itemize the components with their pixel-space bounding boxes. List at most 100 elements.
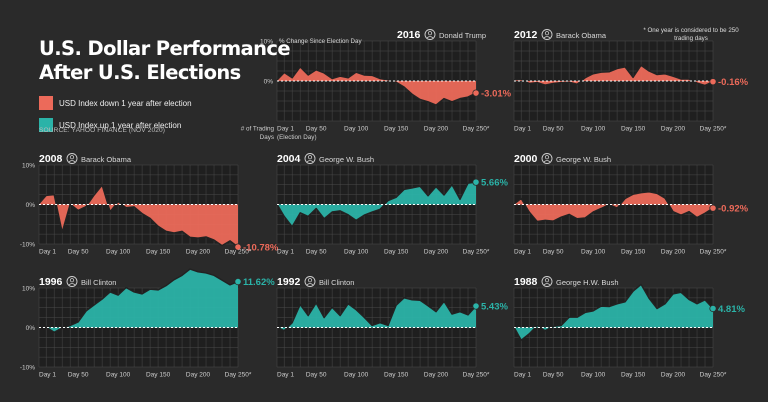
x-tick-label: Day 1 [514, 372, 531, 379]
chart-panel-1992: 5.43% 1992 Bill Clinton Day 1 Day 50 Day 100 D… [276, 276, 508, 379]
series-line [513, 64, 714, 87]
panel-year: 2016 [397, 29, 421, 41]
series-area [277, 182, 476, 227]
person-icon [541, 276, 553, 287]
series-area [514, 284, 713, 341]
x-tick-label: Day 250* [700, 372, 727, 379]
series-line [38, 184, 239, 248]
x-tick-label: Day 1 [39, 249, 56, 256]
x-tick-label: Day 50 [68, 372, 89, 379]
panel-year: 1992 [277, 276, 301, 288]
panel-candidate: Bill Clinton [319, 278, 354, 287]
source-note: SOURCE: YAHOO FINANCE (NOV 2020) [39, 127, 166, 134]
final-change-label: -0.92% [718, 204, 749, 215]
legend-swatch-up [39, 118, 53, 132]
x-tick-label: Day 250* [463, 249, 490, 256]
title-line-2: After U.S. Elections [39, 61, 241, 84]
series-area [514, 65, 713, 86]
x-tick-label: Day 50 [68, 249, 89, 256]
series-line [39, 268, 239, 333]
x-tick-label: Day 250* [700, 249, 727, 256]
x-tick-label: Day 1 [514, 249, 531, 256]
y-tick-label: 0% [26, 202, 36, 209]
y-tick-label: 10% [22, 286, 35, 293]
x-tick-label: Day 1 [277, 249, 294, 256]
x-tick-label: Day 50 [543, 249, 564, 256]
final-change-label: 4.81% [718, 304, 745, 315]
footnote: * One year is considered to be 250 tradi… [643, 27, 739, 42]
chart-panel-1988: 4.81% 1988 George H.W. Bush Day 1 Day 50 Day … [513, 276, 745, 379]
x-axis-title-line-1: # of Trading [241, 126, 275, 133]
x-tick-label: Day 150 [384, 126, 409, 133]
legend-label-down: USD Index down 1 year after election [59, 98, 192, 108]
x-tick-label: Day 100 [106, 249, 131, 256]
legend-label-up: USD Index up 1 year after election [59, 120, 182, 130]
x-tick-label: Day 100 [581, 249, 606, 256]
end-point-marker [472, 178, 480, 186]
x-tick-label: Day 250* [700, 126, 727, 133]
y-axis-title: % Change Since Election Day [279, 38, 362, 45]
x-tick-label: Day 150 [384, 249, 409, 256]
chart-panel-2008: -10.78% 2008 Barack Obama 10% 0% -10% Day 1 Day… [20, 153, 279, 256]
x-tick-label: Day 100 [344, 372, 369, 379]
title-line-1: U.S. Dollar Performance [39, 37, 291, 60]
x-tick-label: Day 1 [277, 126, 294, 133]
x-tick-label: Day 200 [424, 126, 449, 133]
end-point-marker [709, 304, 717, 313]
x-tick-label: Day 200 [661, 126, 686, 133]
final-change-label: -0.16% [718, 77, 749, 88]
panel-candidate: Bill Clinton [81, 278, 116, 287]
series-area [277, 67, 476, 105]
end-point-marker [472, 302, 480, 310]
x-tick-label: Day 50 [543, 372, 564, 379]
x-tick-label: Day 1 [277, 372, 294, 379]
panel-candidate: Barack Obama [81, 155, 132, 164]
end-point-marker [472, 89, 480, 97]
series-area [39, 185, 238, 248]
x-tick-label: Day 150 [621, 126, 646, 133]
x-tick-label: Day 150 [621, 249, 646, 256]
x-tick-label: Day 250* [463, 126, 490, 133]
panel-year: 1988 [514, 276, 538, 288]
x-tick-label: Day 100 [106, 372, 131, 379]
legend-swatch-down [39, 96, 53, 110]
legend-item-down: USD Index down 1 year after election [39, 92, 192, 114]
legend: USD Index down 1 year after election USD… [39, 92, 192, 136]
series-line [276, 181, 477, 228]
panel-candidate: Barack Obama [556, 31, 607, 40]
series-line [513, 283, 714, 341]
panel-year: 2008 [39, 153, 63, 165]
legend-item-up: USD Index up 1 year after election [39, 114, 192, 136]
panel-candidate: George W. Bush [556, 155, 611, 164]
y-tick-label: 10% [260, 39, 273, 46]
panel-candidate: Donald Trump [439, 31, 486, 40]
final-change-label: 5.43% [481, 302, 508, 313]
x-tick-label: Day 200 [186, 249, 211, 256]
x-tick-label: Day 100 [581, 372, 606, 379]
chart-panel-1996: 11.62% 1996 Bill Clinton 10% 0% -10% Day 1 Day … [20, 268, 275, 379]
y-tick-label: 0% [264, 79, 274, 86]
panel-year: 2004 [277, 153, 301, 165]
y-tick-label: 10% [22, 163, 35, 170]
y-tick-label: -10% [20, 242, 35, 249]
y-tick-label: 0% [26, 325, 36, 332]
series-line [276, 66, 477, 106]
x-tick-label: Day 250* [225, 372, 252, 379]
x-tick-label: Day 100 [581, 126, 606, 133]
person-icon [424, 29, 436, 40]
chart-panel-2000: -0.92% 2000 George W. Bush Day 1 Day 50 Day 1… [513, 153, 749, 256]
person-icon [66, 153, 78, 164]
end-point-marker [234, 278, 242, 286]
election-day-note: (Election Day) [277, 134, 317, 141]
chart-panel-2004: 5.66% 2004 George W. Bush Day 1 Day 50 Day 10… [276, 153, 508, 256]
x-tick-label: Day 200 [661, 249, 686, 256]
x-tick-label: Day 50 [306, 249, 327, 256]
final-change-label: -3.01% [481, 89, 512, 100]
person-icon [541, 29, 553, 40]
y-tick-label: -10% [20, 365, 35, 372]
x-axis-title-line-2: Days [260, 134, 274, 141]
series-area [514, 191, 713, 222]
series-line [276, 297, 477, 332]
x-tick-label: Day 150 [146, 372, 171, 379]
